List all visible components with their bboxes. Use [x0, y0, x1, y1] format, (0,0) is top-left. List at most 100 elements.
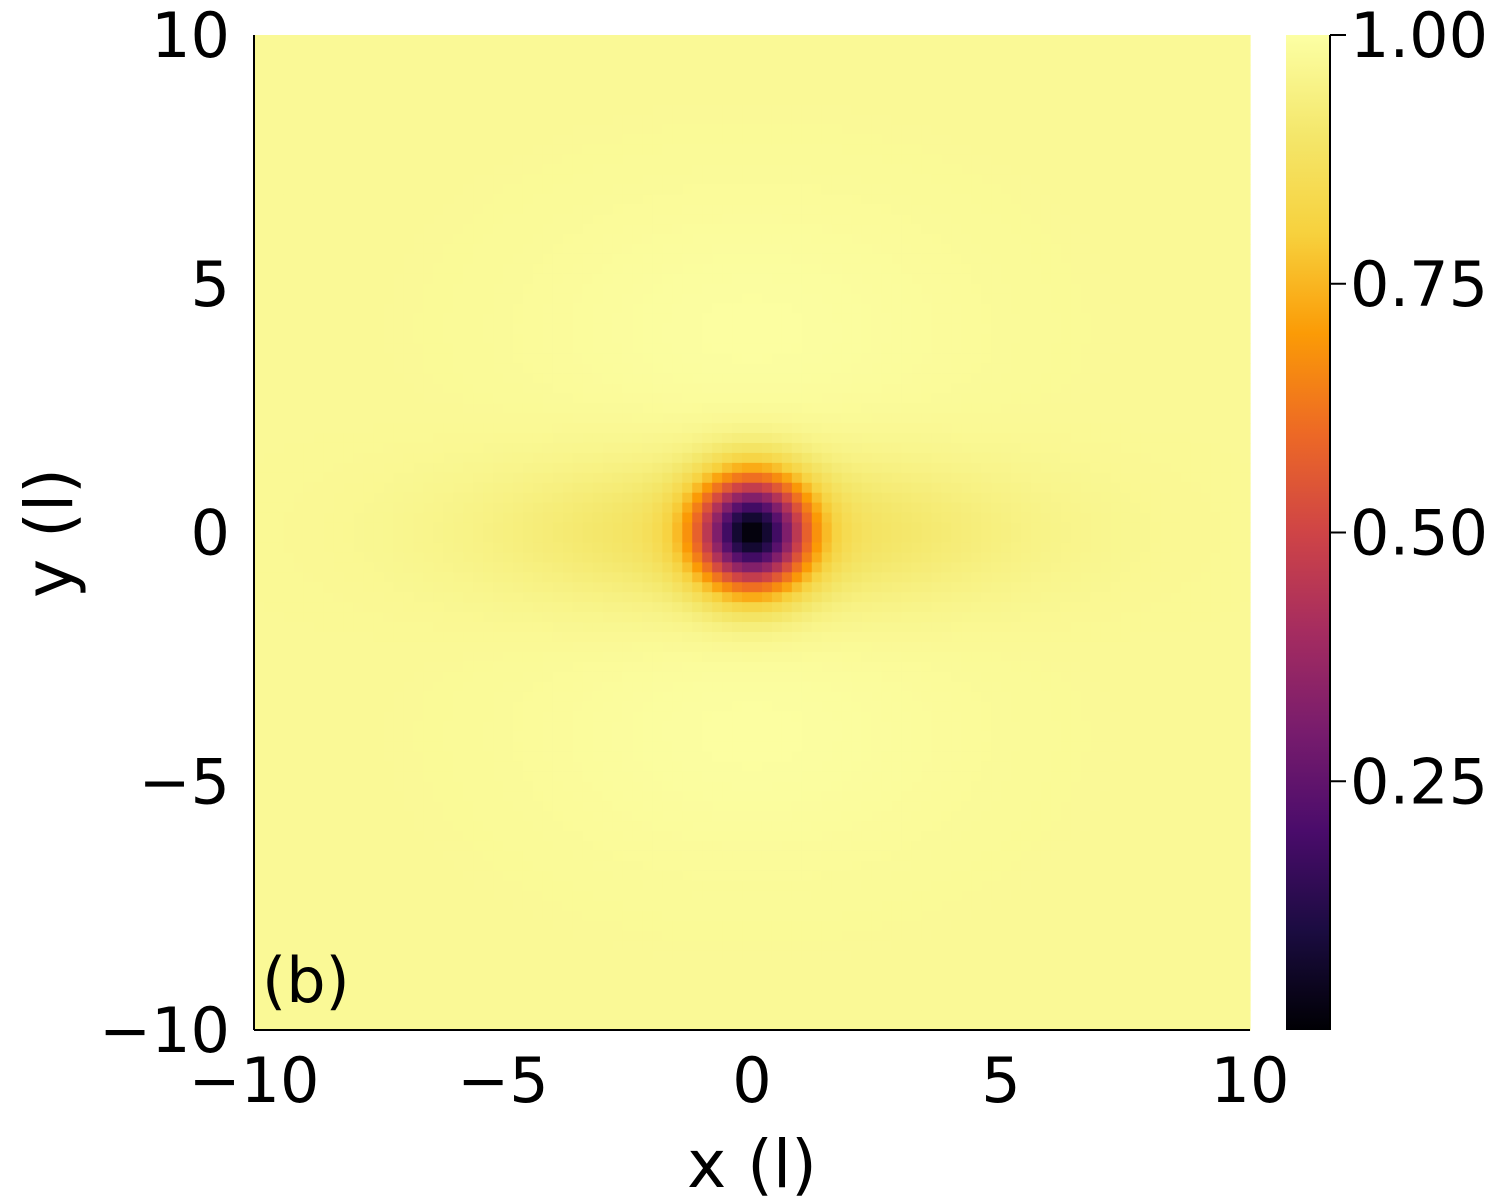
heatmap-cell [722, 442, 733, 454]
heatmap-cell [572, 383, 584, 394]
heatmap-cell [313, 124, 325, 136]
heatmap-cell [443, 134, 454, 146]
heatmap-cell [503, 144, 514, 155]
heatmap-cell [702, 582, 713, 593]
heatmap-cell [742, 632, 753, 643]
heatmap-cell [303, 333, 315, 345]
heatmap-cell [473, 313, 484, 325]
heatmap-cell [732, 661, 743, 673]
heatmap-cell [682, 373, 693, 384]
heatmap-cell [532, 960, 544, 971]
heatmap-cell [443, 572, 454, 583]
heatmap-cell [602, 681, 614, 693]
heatmap-cell [582, 263, 594, 275]
heatmap-cell [443, 403, 454, 414]
heatmap-cell [333, 771, 345, 782]
heatmap-cell [732, 671, 743, 683]
heatmap-cell [343, 661, 355, 673]
heatmap-cell [632, 433, 644, 444]
heatmap-cell [373, 333, 385, 345]
heatmap-cell [532, 104, 544, 116]
heatmap-cell [293, 462, 305, 474]
heatmap-cell [712, 174, 723, 185]
heatmap-cell [622, 54, 634, 66]
heatmap-cell [622, 174, 634, 185]
heatmap-cell [662, 572, 673, 583]
heatmap-cell [612, 512, 624, 524]
heatmap-cell [712, 433, 723, 444]
heatmap-cell [373, 293, 385, 305]
heatmap-cell [702, 452, 713, 464]
heatmap-cell [483, 612, 494, 623]
heatmap-cell [712, 870, 723, 882]
heatmap-cell [652, 472, 663, 484]
heatmap-cell [522, 214, 534, 225]
heatmap-cell [562, 472, 574, 484]
heatmap-cell [453, 582, 464, 593]
heatmap-cell [373, 243, 385, 255]
heatmap-cell [622, 1000, 634, 1011]
heatmap-cell [393, 293, 404, 305]
heatmap-cell [493, 641, 504, 653]
heatmap-cell [363, 104, 375, 116]
heatmap-cell [413, 64, 424, 76]
heatmap-cell [672, 243, 683, 255]
heatmap-cell [333, 821, 345, 832]
heatmap-cell [522, 363, 534, 374]
heatmap-cell [522, 343, 534, 354]
heatmap-cell [592, 263, 604, 275]
heatmap-cell [702, 771, 713, 782]
heatmap-cell [732, 990, 743, 1001]
heatmap-cell [582, 840, 594, 852]
heatmap-cell [343, 781, 355, 792]
heatmap-cell [592, 1010, 604, 1021]
heatmap-cell [592, 204, 604, 215]
heatmap-cell [303, 930, 315, 942]
heatmap-cell [263, 433, 275, 444]
heatmap-cell [433, 333, 444, 345]
heatmap-cell [463, 442, 474, 454]
heatmap-cell [732, 890, 743, 902]
heatmap-cell [423, 253, 434, 265]
heatmap-cell [443, 204, 454, 215]
heatmap-cell [393, 263, 404, 275]
heatmap-cell [353, 900, 365, 912]
heatmap-cell [622, 801, 634, 812]
heatmap-cell [682, 950, 693, 961]
heatmap-cell [323, 243, 335, 255]
heatmap-cell [353, 960, 365, 971]
heatmap-cell [512, 214, 524, 225]
heatmap-cell [263, 224, 275, 235]
heatmap-cell [433, 910, 444, 922]
heatmap-cell [642, 442, 653, 454]
heatmap-cell [443, 104, 454, 116]
heatmap-cell [612, 154, 624, 165]
heatmap-cell [672, 890, 683, 902]
heatmap-cell [413, 562, 424, 573]
heatmap-cell [373, 791, 385, 802]
heatmap-cell [522, 104, 534, 116]
heatmap-cell [682, 54, 693, 66]
heatmap-cell [503, 771, 514, 782]
heatmap-cell [483, 602, 494, 613]
heatmap-cell [373, 234, 385, 245]
heatmap-cell [712, 552, 723, 563]
heatmap-cell [562, 641, 574, 653]
heatmap-cell [323, 850, 335, 862]
heatmap-cell [413, 413, 424, 424]
heatmap-cell [652, 840, 663, 852]
heatmap-cell [433, 224, 444, 235]
heatmap-cell [682, 721, 693, 733]
heatmap-cell [473, 781, 484, 792]
heatmap-cell [263, 661, 275, 673]
heatmap-cell [373, 303, 385, 315]
heatmap-cell [512, 641, 524, 653]
heatmap-cell [692, 850, 703, 862]
heatmap-cell [313, 452, 325, 464]
heatmap-cell [273, 134, 285, 146]
heatmap-cell [254, 890, 265, 902]
heatmap-cell [662, 661, 673, 673]
heatmap-cell [503, 721, 514, 733]
heatmap-cell [602, 74, 614, 86]
heatmap-cell [622, 771, 634, 782]
